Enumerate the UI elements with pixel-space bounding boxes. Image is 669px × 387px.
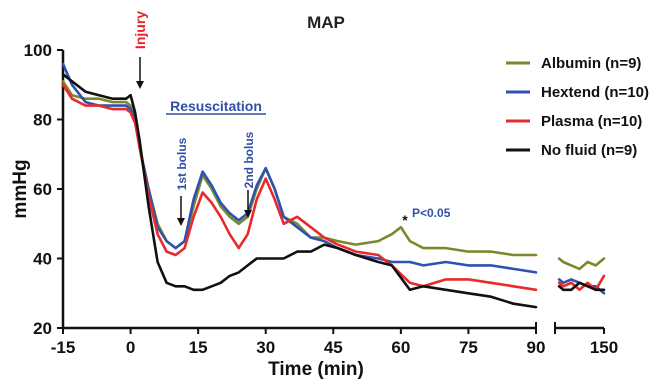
- y-axis: 20 40 60 80 100: [24, 41, 65, 338]
- bolus2-label: 2nd bolus: [242, 131, 256, 188]
- bolus1-arrowhead: [177, 218, 185, 226]
- injury-arrowhead: [136, 81, 144, 89]
- legend: Albumin (n=9) Hextend (n=10) Plasma (n=10)…: [506, 55, 649, 159]
- series-line-albumin-extended: [557, 257, 606, 271]
- significance-text: P<0.05: [412, 206, 451, 220]
- legend-label: Plasma (n=10): [541, 113, 642, 130]
- x-ticks: -15 0 15 30 45 60 75 90 150: [51, 328, 618, 357]
- annotations: Injury Resuscitation 1st bolus 2nd bolus…: [132, 11, 451, 228]
- x-tick-label: 45: [324, 338, 343, 357]
- x-axis: -15 0 15 30 45 60 75 90 150: [51, 322, 618, 357]
- resuscitation-label: Resuscitation: [170, 98, 262, 114]
- y-tick-label: 60: [33, 180, 52, 199]
- y-axis-label: mmHg: [10, 159, 31, 218]
- x-tick-label: -15: [51, 338, 76, 357]
- series-line-no: [61, 73, 538, 309]
- chart-title: MAP: [307, 13, 345, 32]
- series-layer: [61, 62, 606, 309]
- x-tick-label: 0: [126, 338, 135, 357]
- legend-label: No fluid (n=9): [541, 142, 637, 159]
- y-tick-label: 40: [33, 250, 52, 269]
- x-tick-label: 75: [459, 338, 478, 357]
- x-tick-label: 90: [527, 338, 546, 357]
- x-axis-label: Time (min): [268, 359, 364, 380]
- y-ticks: 20 40 60 80 100: [24, 41, 63, 338]
- x-tick-label: 15: [189, 338, 208, 357]
- series-line-plasma: [61, 83, 538, 292]
- legend-label: Albumin (n=9): [541, 55, 641, 72]
- y-tick-label: 80: [33, 111, 52, 130]
- y-tick-label: 20: [33, 319, 52, 338]
- x-tick-label: 150: [590, 338, 618, 357]
- injury-label: Injury: [132, 11, 148, 49]
- legend-label: Hextend (n=10): [541, 84, 649, 101]
- y-tick-label: 100: [24, 41, 52, 60]
- bolus1-label: 1st bolus: [175, 137, 189, 190]
- series-line-hextend: [61, 62, 538, 274]
- bolus2-arrowhead: [244, 210, 252, 218]
- series-line-no-extended: [557, 281, 606, 292]
- x-tick-label: 30: [256, 338, 275, 357]
- significance-star: *: [402, 212, 408, 228]
- x-tick-label: 60: [391, 338, 410, 357]
